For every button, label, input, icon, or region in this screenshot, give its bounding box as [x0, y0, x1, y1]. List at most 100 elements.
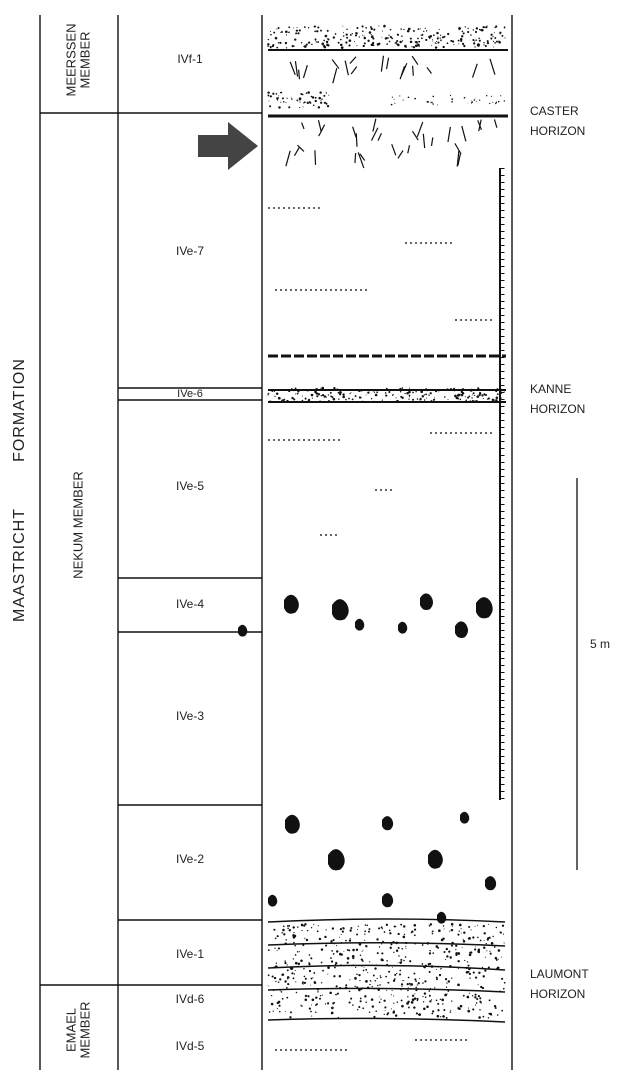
grain [461, 946, 463, 948]
grain [492, 35, 494, 38]
crack [385, 57, 390, 70]
grain [305, 92, 308, 94]
grain [267, 45, 269, 47]
grain [475, 976, 478, 979]
grain [342, 927, 344, 929]
grain [493, 946, 496, 948]
grain [477, 924, 479, 926]
grain [448, 950, 451, 953]
grain [454, 394, 457, 398]
grain [303, 981, 307, 985]
grain [466, 961, 469, 963]
grain [416, 999, 419, 1002]
grain [479, 1009, 481, 1011]
grain [393, 978, 396, 980]
grain [292, 977, 295, 980]
grain [303, 967, 305, 970]
grain [342, 25, 344, 27]
grain [468, 992, 470, 994]
grain [344, 986, 348, 990]
grain [281, 399, 284, 402]
crack [422, 133, 426, 149]
grain [480, 985, 483, 989]
grain [376, 977, 378, 980]
horizon-label: HORIZON [530, 124, 585, 138]
grain [497, 949, 501, 952]
grain [476, 27, 478, 30]
grain [389, 28, 392, 31]
grain [299, 106, 301, 109]
grain [327, 44, 330, 47]
grain [378, 1001, 381, 1004]
grain [407, 987, 409, 989]
grain [278, 95, 280, 97]
grain [319, 389, 321, 391]
grain [482, 1015, 485, 1018]
grain [341, 930, 344, 933]
grain [393, 98, 395, 100]
grain [348, 949, 351, 952]
grain [480, 1002, 482, 1004]
grain [471, 995, 474, 997]
crack [461, 125, 467, 142]
grain [438, 391, 440, 393]
grain [331, 1006, 334, 1010]
grain [340, 942, 343, 944]
grain [343, 950, 345, 952]
grain [473, 43, 475, 45]
grain [490, 37, 493, 40]
nodule [476, 597, 493, 619]
grain [440, 39, 442, 42]
grain [450, 1009, 452, 1011]
grain [310, 977, 313, 980]
grain [399, 969, 402, 972]
grain [495, 399, 498, 402]
grain [286, 969, 289, 972]
grain [305, 938, 309, 942]
grain [359, 954, 362, 956]
grain [500, 956, 502, 958]
grain [500, 95, 501, 96]
grain [399, 40, 402, 44]
grain [472, 1008, 475, 1011]
grain [451, 977, 453, 979]
crack [454, 143, 462, 155]
grain [411, 998, 415, 1002]
grain [326, 104, 330, 108]
grain [277, 42, 280, 44]
grain [484, 969, 487, 972]
grain [479, 29, 482, 31]
grain [304, 397, 307, 400]
grain [430, 399, 432, 402]
grain [370, 998, 374, 1001]
grain [477, 936, 479, 939]
grain [467, 396, 470, 399]
grain [484, 44, 487, 48]
grain [409, 27, 411, 29]
grain [418, 1013, 422, 1016]
grain [411, 46, 413, 48]
unit-label: IVe-7 [176, 244, 204, 258]
grain [267, 949, 270, 952]
grain [346, 36, 349, 39]
grain [429, 1000, 432, 1003]
grain [328, 94, 330, 96]
crack [298, 69, 301, 80]
grain [432, 400, 434, 402]
grain [350, 34, 352, 36]
crack [489, 58, 496, 75]
grain [342, 393, 345, 396]
grain [331, 927, 335, 930]
grain [467, 970, 470, 973]
grain [447, 990, 450, 992]
formation-label: FORMATION [11, 358, 28, 462]
grain [338, 975, 342, 978]
grain [274, 937, 277, 940]
grain [310, 957, 312, 959]
grain [316, 30, 319, 33]
grain [399, 390, 402, 393]
grain [473, 99, 475, 101]
grain [442, 45, 445, 49]
grain [431, 102, 433, 104]
grain [349, 929, 352, 932]
